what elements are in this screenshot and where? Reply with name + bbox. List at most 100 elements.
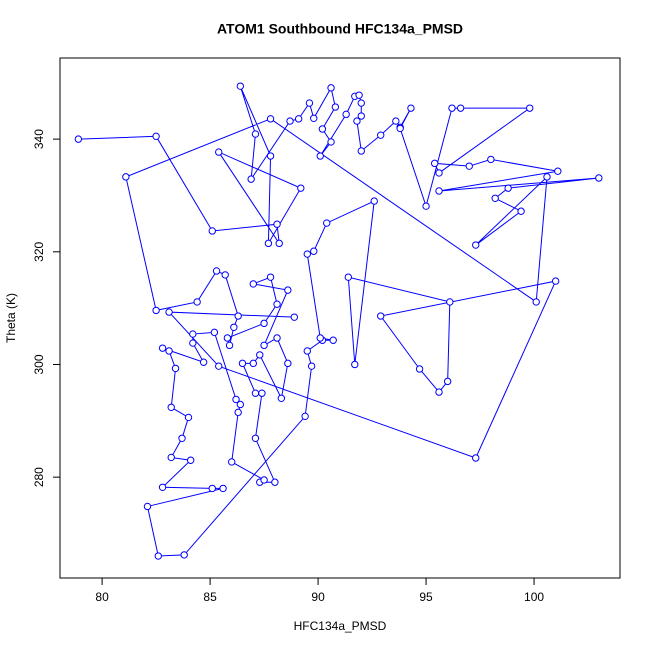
data-point (284, 286, 292, 294)
data-point (491, 194, 499, 202)
data-point (158, 344, 167, 352)
data-point (595, 174, 603, 182)
data-point (392, 117, 400, 125)
chart-title: ATOM1 Southbound HFC134a_PMSD (217, 21, 463, 37)
data-point (227, 458, 236, 466)
data-point (422, 202, 430, 210)
data-point (327, 84, 335, 92)
data-point (247, 175, 255, 183)
data-point (355, 91, 363, 99)
data-point (351, 360, 359, 369)
y-axis-label: Theta (K) (4, 293, 18, 343)
data-point (357, 99, 365, 107)
data-point (526, 104, 534, 112)
plot-frame (59, 57, 621, 579)
data-point (331, 103, 340, 111)
data-point (266, 273, 275, 281)
data-point (377, 131, 385, 139)
data-point (221, 271, 229, 279)
data-point (199, 358, 208, 366)
y-tick-label: 340 (32, 129, 46, 149)
data-point (273, 334, 281, 342)
data-point (236, 82, 245, 90)
data-point (456, 104, 465, 112)
data-point (357, 147, 365, 155)
data-point (318, 125, 327, 133)
data-point (301, 412, 309, 421)
x-tick-label: 90 (311, 590, 325, 604)
data-point (303, 250, 311, 258)
data-point (353, 117, 361, 125)
data-point (327, 138, 335, 146)
data-point (189, 339, 197, 347)
data-point (219, 484, 227, 493)
data-point (407, 104, 415, 112)
data-point (266, 152, 275, 160)
data-point (251, 389, 260, 397)
data-point (193, 298, 201, 306)
data-point (316, 152, 324, 160)
data-point (554, 167, 562, 175)
data-line (78, 85, 599, 557)
x-tick-label: 100 (524, 590, 544, 604)
data-point (504, 184, 512, 192)
data-point (238, 359, 247, 368)
data-point (258, 389, 266, 397)
data-point (275, 239, 283, 248)
data-point (396, 124, 404, 133)
data-point (266, 115, 275, 123)
data-point (446, 298, 454, 306)
data-point (256, 351, 264, 359)
data-point (435, 388, 443, 396)
data-point (435, 169, 443, 177)
data-point (143, 502, 152, 511)
data-point (234, 408, 242, 417)
data-point (273, 220, 281, 228)
data-point (167, 403, 175, 411)
data-point (152, 306, 160, 315)
data-point (543, 173, 551, 181)
data-point (230, 323, 238, 331)
data-point (344, 273, 353, 281)
data-point (316, 334, 324, 342)
data-point (294, 115, 303, 123)
data-point (249, 280, 257, 288)
data-point (284, 359, 292, 368)
data-point (435, 187, 443, 195)
data-point (180, 551, 188, 559)
data-point (251, 434, 260, 442)
data-point (215, 148, 223, 156)
data-point (465, 162, 473, 170)
y-tick-label: 300 (32, 354, 46, 374)
data-point (215, 362, 223, 370)
data-point (210, 328, 219, 337)
data-point (532, 298, 540, 306)
data-point (189, 330, 197, 338)
data-point (165, 347, 173, 355)
data-point (377, 312, 385, 320)
data-point (273, 300, 281, 308)
data-point (208, 484, 216, 493)
data-point (517, 207, 525, 215)
data-point (487, 155, 495, 164)
data-point (472, 454, 480, 462)
data-point (122, 173, 130, 181)
data-point (271, 478, 279, 486)
data-point (251, 130, 260, 138)
data-point (260, 476, 268, 484)
data-point (307, 362, 316, 370)
data-point (236, 400, 245, 409)
data-point (310, 114, 318, 122)
data-point (208, 227, 216, 235)
data-point (232, 395, 240, 404)
data-point (310, 247, 318, 255)
data-point (223, 334, 232, 342)
data-point (264, 239, 273, 248)
x-tick-label: 85 (203, 590, 217, 604)
x-tick-label: 80 (95, 590, 109, 604)
data-point (225, 341, 234, 350)
data-point (290, 313, 299, 321)
data-point (178, 434, 186, 442)
data-point (370, 197, 378, 205)
